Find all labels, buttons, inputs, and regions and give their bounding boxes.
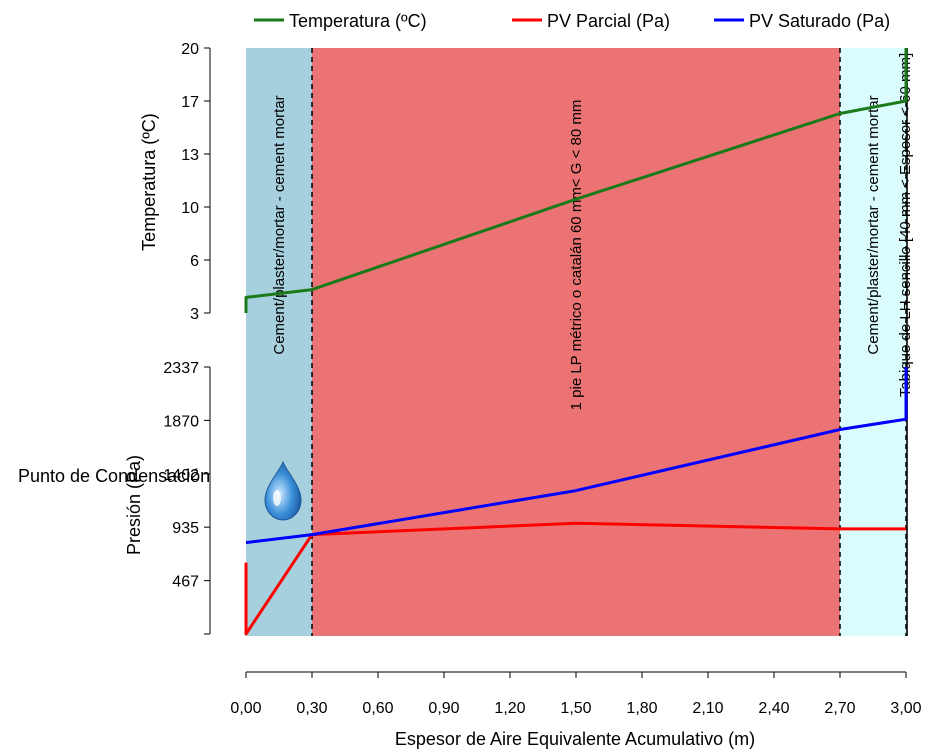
layer-labels: Cement/plaster/mortar - cement mortar 1 p… xyxy=(271,53,914,411)
layer-label-1: 1 pie LP métrico o catalán 60 mm< G < 80… xyxy=(568,100,585,411)
temperature-tick-label: 10 xyxy=(181,200,199,217)
pressure-tick-label: 467 xyxy=(172,574,199,591)
series-line-0 xyxy=(244,48,908,313)
x-axis-title: Espesor de Aire Equivalente Acumulativo … xyxy=(395,729,755,749)
series-line-2 xyxy=(245,367,908,545)
water-drop-icon xyxy=(264,460,302,521)
x-tick-label: 0,60 xyxy=(362,700,393,717)
axes: 3 6 10 13 17 20 467 935 1402 1870 2337 0,00 0,30 0,60… xyxy=(163,41,921,717)
x-tick-label: 0,00 xyxy=(230,700,261,717)
x-tick-label: 2,40 xyxy=(758,700,789,717)
layer-band-1 xyxy=(312,48,840,636)
pressure-axis-title: Presión (Pa) xyxy=(124,455,144,555)
series-lines xyxy=(244,48,908,636)
layer-label-3: Tabique de LH sencillo [40 mm < Espesor … xyxy=(897,53,914,397)
legend-label-0: Temperatura (ºC) xyxy=(289,11,427,31)
layer-label-0: Cement/plaster/mortar - cement mortar xyxy=(271,95,288,354)
temperature-tick-label: 20 xyxy=(181,41,199,58)
x-tick-label: 2,10 xyxy=(692,700,723,717)
layer-label-2: Cement/plaster/mortar - cement mortar xyxy=(865,95,882,354)
layer-band-2 xyxy=(840,48,906,636)
pressure-tick-label: 2337 xyxy=(163,360,199,377)
temperature-tick-label: 17 xyxy=(181,94,199,111)
x-tick-label: 1,50 xyxy=(560,700,591,717)
x-tick-label: 3,00 xyxy=(890,700,921,717)
series-line-1 xyxy=(244,521,906,636)
legend: Temperatura (ºC) PV Parcial (Pa) PV Satura… xyxy=(254,11,890,31)
pressure-tick-label: 1402 xyxy=(163,467,199,484)
x-tick-label: 1,80 xyxy=(626,700,657,717)
pressure-tick-label: 1870 xyxy=(163,413,199,430)
layer-dividers xyxy=(311,48,907,636)
legend-label-1: PV Parcial (Pa) xyxy=(547,11,670,31)
x-tick-label: 0,90 xyxy=(428,700,459,717)
temperature-tick-label: 3 xyxy=(190,306,199,323)
x-tick-label: 1,20 xyxy=(494,700,525,717)
layer-bands xyxy=(246,48,908,636)
pressure-tick-label: 935 xyxy=(172,520,199,537)
legend-label-2: PV Saturado (Pa) xyxy=(749,11,890,31)
x-tick-label: 2,70 xyxy=(824,700,855,717)
layer-band-3 xyxy=(906,48,908,636)
x-tick-label: 0,30 xyxy=(296,700,327,717)
condensation-point-label: Punto de Condensación xyxy=(18,466,210,486)
temperature-tick-label: 13 xyxy=(181,147,199,164)
temperature-axis-title: Temperatura (ºC) xyxy=(139,113,159,251)
temperature-tick-label: 6 xyxy=(190,253,199,270)
